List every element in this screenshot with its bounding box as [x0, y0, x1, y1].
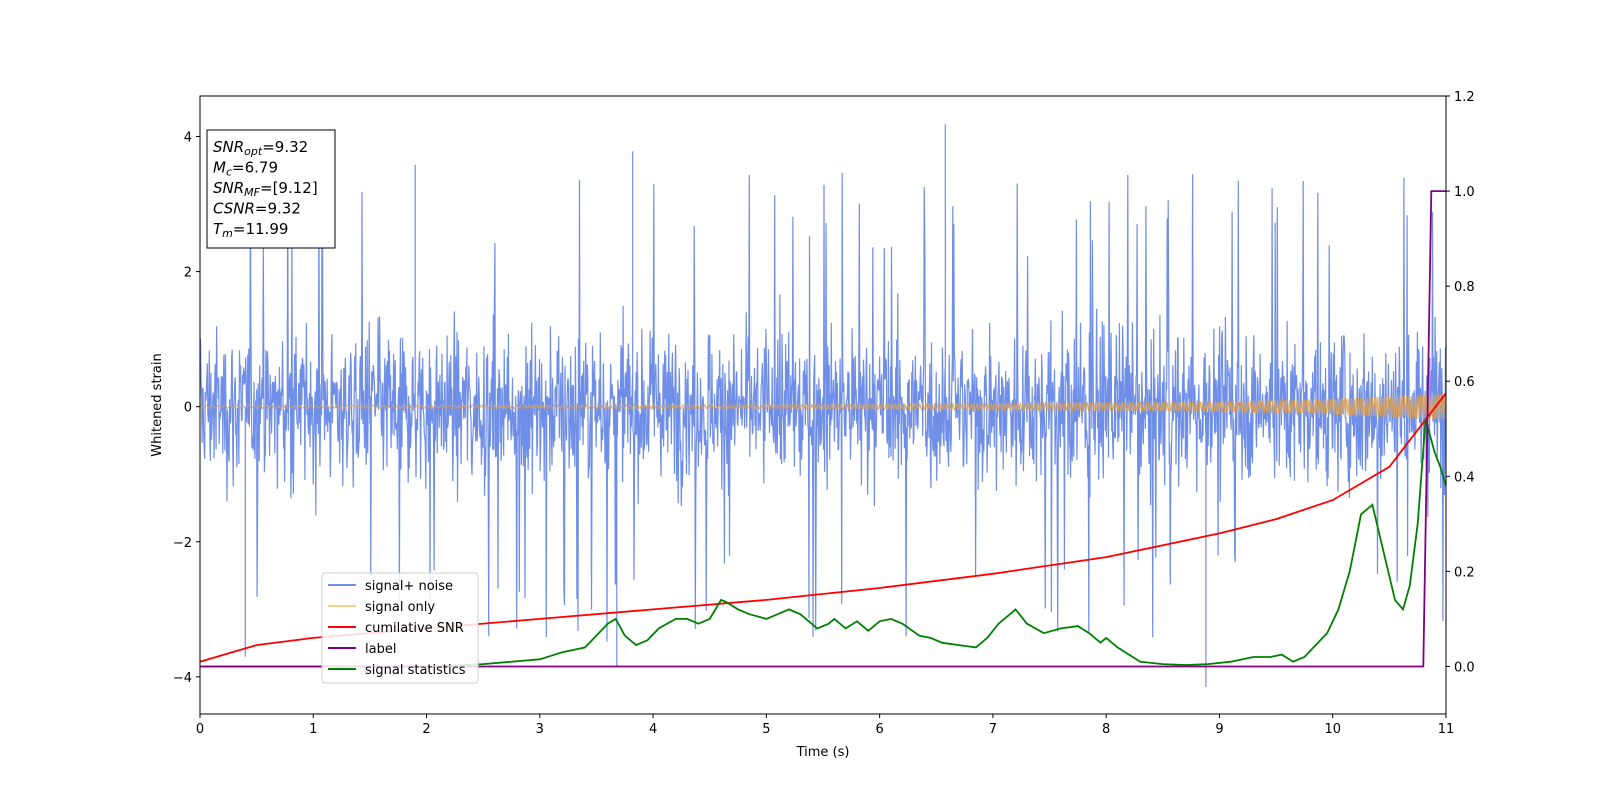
x-tick-label: 0 [196, 722, 204, 737]
y-right-tick-label: 0.0 [1454, 660, 1475, 675]
y-axis-right: 0.0 0.2 0.4 0.6 0.8 1.0 1.2 [1446, 90, 1475, 675]
legend-label: cumilative SNR [365, 621, 464, 636]
y-axis-label: Whitened strain [150, 353, 165, 456]
x-axis-label: Time (s) [796, 745, 850, 760]
series-label [200, 190, 1446, 668]
x-tick-label: 11 [1438, 722, 1455, 737]
y-left-tick-label: 0 [184, 401, 192, 416]
x-tick-label: 4 [649, 722, 657, 737]
y-axis-left: −4 −2 0 2 4 [173, 131, 200, 686]
y-right-tick-label: 0.2 [1454, 565, 1475, 580]
x-tick-label: 7 [989, 722, 997, 737]
y-left-tick-label: −4 [173, 671, 192, 686]
annotation-line: Mc=6.79 [213, 159, 278, 179]
axes-frame [199, 95, 1447, 715]
y-left-tick-label: −2 [173, 536, 192, 551]
annotation-line: Tm=11.99 [213, 220, 288, 240]
legend: signal+ noise signal only cumilative SNR la… [321, 572, 479, 684]
x-tick-label: 1 [309, 722, 317, 737]
series-signal-only [200, 393, 1446, 421]
annotation-line: SNRopt=9.32 [213, 138, 308, 158]
legend-label: signal only [365, 600, 435, 615]
legend-label: signal statistics [365, 663, 466, 678]
x-tick-label: 6 [875, 722, 883, 737]
x-tick-label: 3 [536, 722, 544, 737]
y-right-tick-label: 0.4 [1454, 470, 1475, 485]
series-signal-statistics [200, 419, 1446, 668]
x-tick-label: 10 [1324, 722, 1341, 737]
y-right-tick-label: 0.6 [1454, 375, 1475, 390]
y-right-tick-label: 1.2 [1454, 90, 1475, 105]
y-right-tick-label: 1.0 [1454, 185, 1475, 200]
annotation-box-frame [206, 129, 336, 249]
legend-frame [321, 572, 479, 684]
series-signal-noise [200, 124, 1446, 687]
annotation-line: SNRMF=[9.12] [213, 179, 318, 199]
y-right-tick-label: 0.8 [1454, 280, 1475, 295]
y-left-tick-label: 2 [184, 266, 192, 281]
y-left-tick-label: 4 [184, 131, 192, 146]
x-tick-label: 8 [1102, 722, 1110, 737]
x-tick-label: 9 [1215, 722, 1223, 737]
x-tick-label: 2 [422, 722, 430, 737]
legend-label: signal+ noise [365, 579, 453, 594]
x-tick-label: 5 [762, 722, 770, 737]
annotation-line: CSNR=9.32 [213, 200, 301, 218]
x-axis: 0 1 2 3 4 5 6 7 8 9 10 11 [196, 714, 1454, 737]
legend-label: label [365, 642, 396, 657]
plot-area [200, 124, 1446, 687]
